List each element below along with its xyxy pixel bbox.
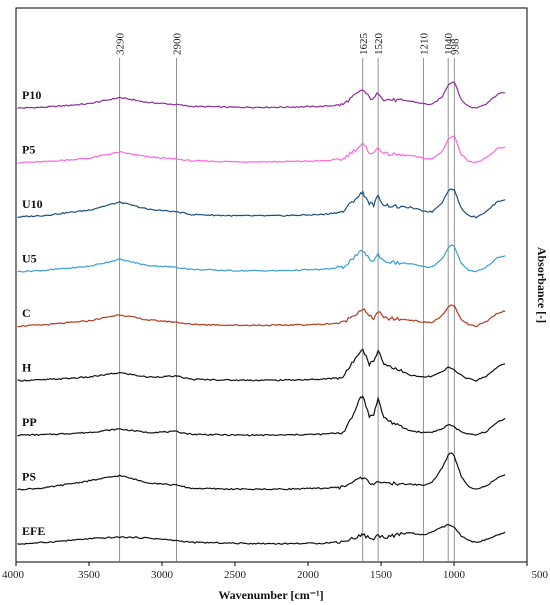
series-line-efe [17, 523, 506, 545]
x-axis-title: Wavenumber [cm⁻¹] [218, 588, 323, 602]
series-label-h: H [22, 361, 32, 375]
x-tick-label-3000: 3000 [151, 569, 174, 581]
x-tick-label-1000: 1000 [443, 569, 466, 581]
series-label-p5: P5 [22, 143, 35, 157]
series-label-p10: P10 [22, 88, 41, 102]
series-line-u5 [17, 244, 506, 273]
series-label-u5: U5 [22, 252, 37, 266]
marker-label-2900: 2900 [172, 33, 184, 56]
series-line-pp [17, 395, 506, 437]
series-label-efe: EFE [22, 524, 45, 538]
marker-label-1625: 1625 [358, 33, 370, 56]
series-group: P10 P5 U10 U5 C H PP PS EFE [17, 81, 506, 545]
x-tick-label-4000: 4000 [2, 569, 25, 581]
series-line-c [17, 304, 506, 328]
marker-label-1520: 1520 [373, 33, 385, 56]
marker-label-998: 998 [449, 38, 461, 55]
x-axis: 4000 3500 3000 2500 2000 1500 1000 500 [2, 562, 549, 581]
series-label-ps: PS [22, 470, 36, 484]
x-tick-label-2500: 2500 [224, 569, 247, 581]
x-tick-label-1500: 1500 [370, 569, 393, 581]
x-tick-label-3500: 3500 [78, 569, 101, 581]
plot-frame [15, 7, 528, 563]
series-line-p5 [17, 135, 506, 164]
series-line-h [17, 348, 506, 382]
series-label-u10: U10 [22, 197, 43, 211]
series-line-u10 [17, 188, 506, 219]
series-line-ps [17, 452, 506, 491]
x-tick-label-2000: 2000 [297, 569, 320, 581]
series-label-pp: PP [22, 415, 37, 429]
series-line-p10 [17, 81, 506, 110]
y-axis-title: Absorbance [-] [535, 247, 549, 323]
marker-label-1210: 1210 [418, 33, 430, 56]
marker-label-1040: 1040 [443, 33, 455, 56]
marker-label-3290: 3290 [115, 33, 127, 56]
series-label-c: C [22, 306, 31, 320]
x-tick-label-500: 500 [532, 569, 549, 581]
